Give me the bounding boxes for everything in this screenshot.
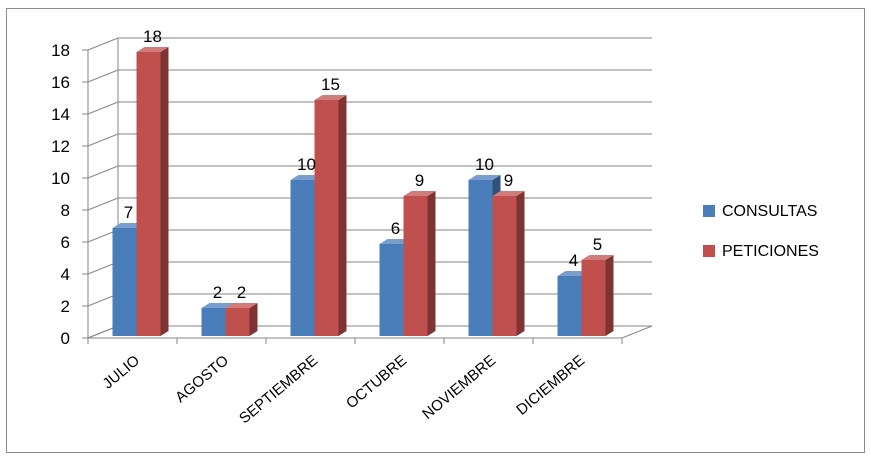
data-labels: 7 18 2 2 10 15 6 9 10 9 45 (124, 27, 602, 302)
bar-side (427, 191, 436, 336)
bar-peticiones-agosto (225, 303, 258, 336)
data-label: 9 (415, 171, 424, 190)
y-tick-label: 2 (61, 297, 70, 316)
gridline-side (87, 101, 119, 115)
data-label: 18 (143, 27, 162, 46)
x-tick-label: SEPTIEMBRE (236, 352, 321, 427)
bar-front (201, 308, 226, 336)
y-tick-label: 16 (51, 73, 70, 92)
gridline-side (87, 37, 119, 51)
bar-front (290, 180, 315, 336)
y-tick-label: 0 (61, 329, 70, 348)
bar-top (581, 255, 614, 260)
bar-top (468, 175, 501, 180)
bar-front (492, 196, 517, 336)
bar-side (516, 191, 525, 336)
data-label: 4 (569, 251, 578, 270)
gridline-side (87, 197, 119, 211)
bar-front (403, 196, 428, 336)
bar-front (379, 244, 404, 336)
y-tick-label: 6 (61, 233, 70, 252)
gridline-side (87, 165, 119, 179)
x-tick-label: NOVIEMBRE (419, 352, 499, 423)
y-axis-ticks: 0 2 4 6 8 10 12 14 16 18 (51, 41, 88, 348)
data-label: 5 (593, 235, 602, 254)
bar-top (201, 303, 234, 308)
bar-top (492, 191, 525, 196)
bar-front (581, 260, 606, 336)
bar-top (314, 95, 347, 100)
bar-peticiones-octubre (403, 191, 436, 336)
bar-side (605, 255, 614, 336)
bar-side (338, 95, 347, 336)
data-label: 2 (213, 283, 222, 302)
bar-front (136, 52, 161, 336)
bar-top (225, 303, 258, 308)
data-label: 10 (475, 155, 494, 174)
data-label: 10 (297, 155, 316, 174)
bar-top (136, 47, 169, 52)
legend: CONSULTAS PETICIONES (703, 203, 819, 260)
bar-front (557, 276, 582, 336)
data-label: 9 (504, 171, 513, 190)
y-tick-label: 10 (51, 169, 70, 188)
x-tick-label: OCTUBRE (343, 352, 410, 412)
gridline-side (87, 69, 119, 83)
data-label: 7 (124, 203, 133, 222)
y-tick-label: 8 (61, 201, 70, 220)
y-tick-label: 4 (61, 265, 70, 284)
bar-side (160, 47, 169, 336)
legend-swatch (703, 205, 715, 217)
x-tick-label: DICIEMBRE (513, 352, 588, 419)
bar-side (249, 303, 258, 336)
y-tick-label: 12 (51, 137, 70, 156)
bars (112, 47, 614, 336)
bar-peticiones-julio (136, 47, 169, 336)
bar-peticiones-diciembre (581, 255, 614, 336)
bar-top (403, 191, 436, 196)
bar-front (468, 180, 493, 336)
bar-front (112, 228, 137, 336)
legend-label: PETICIONES (722, 243, 819, 260)
data-label: 2 (237, 283, 246, 302)
bar-front (225, 308, 250, 336)
legend-label: CONSULTAS (722, 203, 817, 220)
bar-front (314, 100, 339, 336)
bar-peticiones-noviembre (492, 191, 525, 336)
legend-swatch (703, 245, 715, 257)
data-label: 15 (321, 75, 340, 94)
y-tick-label: 18 (51, 41, 70, 60)
data-label: 6 (391, 219, 400, 238)
x-tick-label: JULIO (100, 352, 143, 392)
gridline-side (87, 133, 119, 147)
bar-peticiones-septiembre (314, 95, 347, 336)
x-tick-label: AGOSTO (172, 352, 232, 406)
y-tick-label: 14 (51, 105, 70, 124)
